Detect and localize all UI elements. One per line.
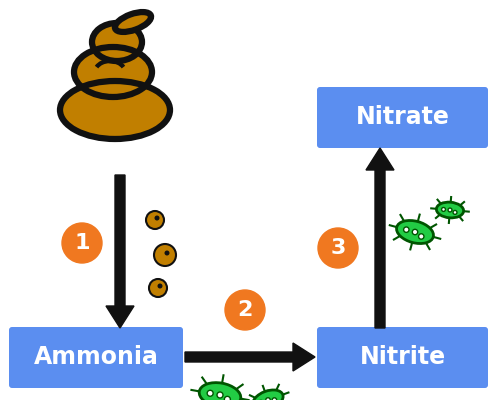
Ellipse shape [436, 202, 464, 218]
Circle shape [453, 210, 457, 214]
Circle shape [266, 398, 270, 400]
Circle shape [412, 229, 418, 235]
Circle shape [149, 279, 167, 297]
Ellipse shape [253, 390, 283, 400]
FancyArrow shape [106, 175, 134, 328]
Circle shape [404, 227, 409, 232]
Ellipse shape [106, 20, 136, 40]
Circle shape [217, 392, 223, 398]
Circle shape [418, 234, 424, 239]
Text: 3: 3 [330, 238, 345, 258]
Text: Nitrate: Nitrate [356, 106, 450, 130]
Text: Ammonia: Ammonia [34, 346, 158, 370]
Text: Nitrite: Nitrite [360, 346, 446, 370]
Circle shape [318, 228, 358, 268]
Circle shape [224, 396, 230, 400]
Circle shape [272, 398, 276, 400]
Ellipse shape [93, 44, 141, 72]
Ellipse shape [115, 12, 151, 32]
Ellipse shape [199, 383, 241, 400]
Ellipse shape [74, 47, 152, 97]
FancyBboxPatch shape [317, 87, 488, 148]
Circle shape [448, 208, 452, 212]
FancyArrow shape [366, 148, 394, 328]
Ellipse shape [60, 81, 170, 139]
Circle shape [158, 284, 162, 288]
Ellipse shape [92, 23, 142, 61]
Circle shape [207, 390, 213, 396]
FancyBboxPatch shape [9, 327, 183, 388]
Circle shape [164, 250, 170, 256]
Text: 2: 2 [238, 300, 252, 320]
Circle shape [154, 244, 176, 266]
Circle shape [154, 216, 160, 220]
Ellipse shape [396, 220, 434, 244]
Circle shape [146, 211, 164, 229]
Text: 1: 1 [74, 233, 90, 253]
Ellipse shape [77, 77, 149, 107]
FancyBboxPatch shape [317, 327, 488, 388]
FancyArrow shape [185, 343, 315, 371]
Circle shape [225, 290, 265, 330]
Circle shape [62, 223, 102, 263]
Circle shape [442, 208, 446, 211]
